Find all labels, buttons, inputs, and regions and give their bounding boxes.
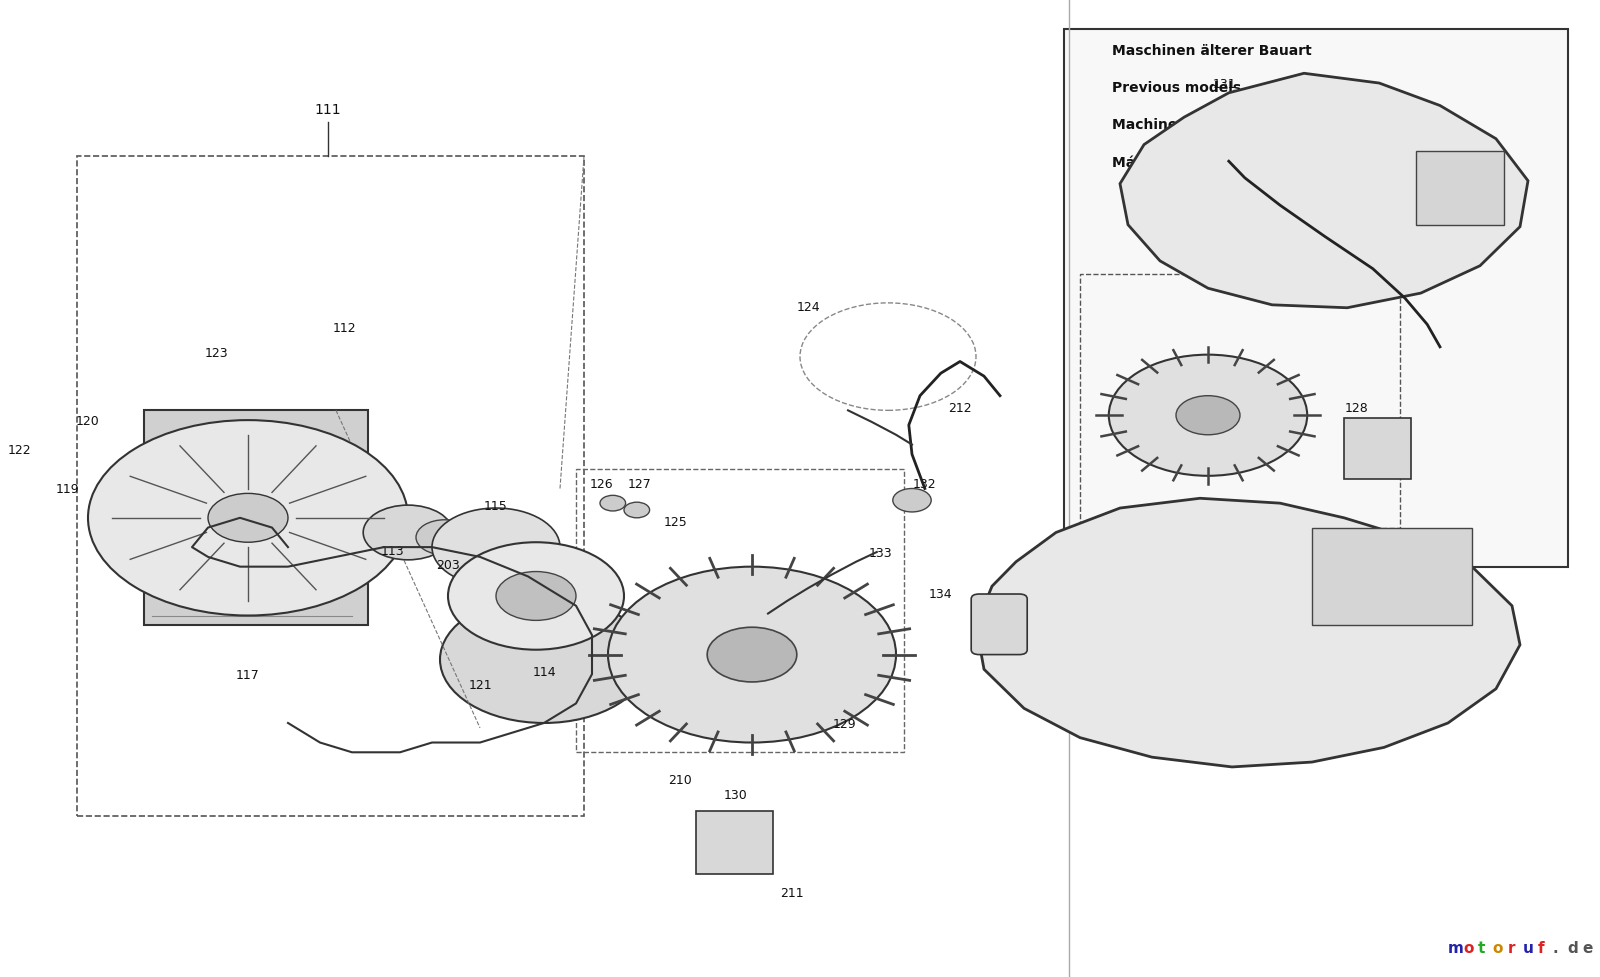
Text: 122: 122 [8,445,32,457]
FancyBboxPatch shape [144,410,368,625]
Text: 203: 203 [437,559,459,572]
Text: m: m [1448,941,1464,956]
Circle shape [88,420,408,616]
Text: 212: 212 [949,403,971,415]
Text: 112: 112 [333,322,355,335]
Text: Machines d'ancienne production: Machines d'ancienne production [1112,118,1366,132]
Polygon shape [1120,73,1528,308]
Text: 124: 124 [797,301,819,314]
Text: 121: 121 [469,679,491,692]
Text: f: f [1538,941,1544,956]
Circle shape [432,508,560,586]
Circle shape [1176,396,1240,435]
Text: 116: 116 [525,594,547,607]
FancyBboxPatch shape [971,594,1027,655]
Text: 126: 126 [590,479,613,491]
FancyBboxPatch shape [1416,151,1504,225]
Text: Previous models: Previous models [1112,81,1242,95]
FancyBboxPatch shape [1344,418,1411,479]
Text: 135: 135 [978,616,1000,628]
Circle shape [624,502,650,518]
Text: Maschinen älterer Bauart: Maschinen älterer Bauart [1112,44,1312,58]
Text: d: d [1566,941,1578,956]
Text: .: . [1552,941,1558,956]
Text: 125: 125 [664,516,686,529]
Text: 111: 111 [315,104,341,117]
Polygon shape [976,498,1520,767]
Text: 130: 130 [725,789,747,802]
Circle shape [707,627,797,682]
Circle shape [600,495,626,511]
Text: 123: 123 [205,347,227,360]
Circle shape [363,505,453,560]
Text: 134: 134 [930,588,952,601]
Text: 131: 131 [1213,78,1235,91]
Text: 127: 127 [629,479,651,491]
Text: t: t [1478,941,1485,956]
Circle shape [496,572,576,620]
Circle shape [440,596,648,723]
Circle shape [1109,355,1307,476]
Text: Máquinas de fabricación antigua: Máquinas de fabricación antigua [1112,155,1368,170]
Text: 129: 129 [834,718,856,731]
Text: 133: 133 [869,547,891,560]
Text: 132: 132 [914,479,936,491]
Circle shape [893,488,931,512]
Text: 128: 128 [1346,403,1368,415]
Text: 120: 120 [77,415,99,428]
Text: e: e [1582,941,1592,956]
Text: 113: 113 [381,545,403,558]
Text: 119: 119 [56,484,78,496]
FancyBboxPatch shape [1312,528,1472,625]
Text: 114: 114 [533,666,555,679]
FancyBboxPatch shape [696,811,773,874]
Text: 115: 115 [485,500,507,513]
Circle shape [416,520,474,555]
Text: u: u [1523,941,1533,956]
Circle shape [448,542,624,650]
Text: 210: 210 [669,774,691,786]
Circle shape [608,567,896,743]
FancyBboxPatch shape [1064,29,1568,567]
Text: o: o [1493,941,1502,956]
Text: 211: 211 [781,887,803,900]
Text: r: r [1507,941,1515,956]
Text: o: o [1462,941,1474,956]
Circle shape [208,493,288,542]
Text: 117: 117 [237,669,259,682]
